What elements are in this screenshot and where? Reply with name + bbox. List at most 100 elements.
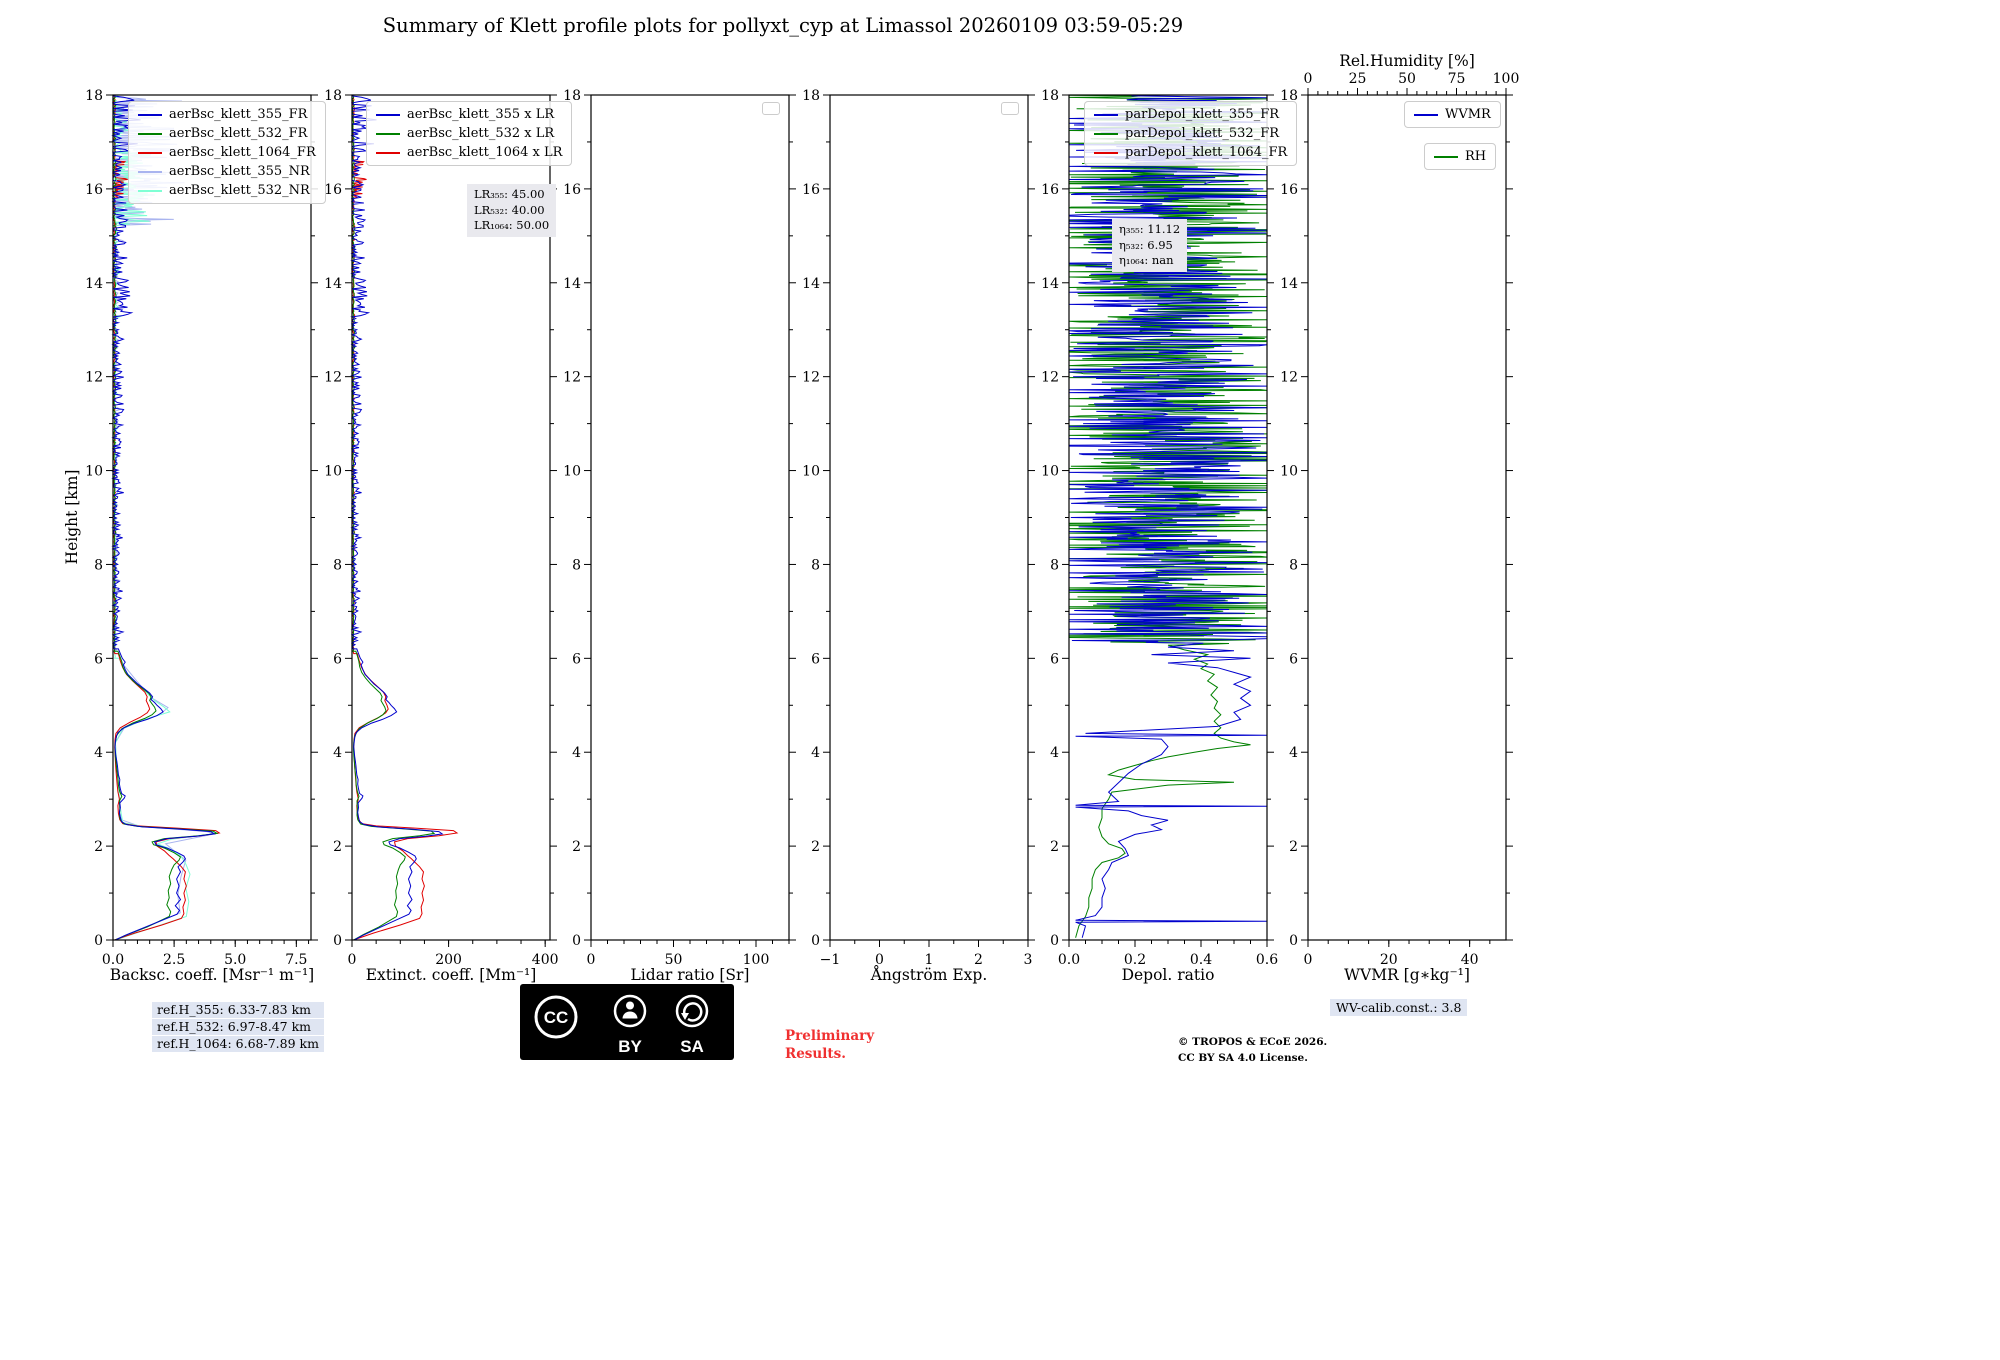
y-tick-label: 12 (85, 370, 103, 386)
top-tick-label: 50 (1398, 71, 1416, 87)
y-tick-label: 8 (572, 557, 581, 573)
preliminary-results-note: Preliminary Results. (785, 1027, 874, 1063)
x-tick-label: 200 (435, 952, 462, 968)
y-tick-label: 0 (333, 933, 342, 949)
annotation-line: Preliminary (785, 1028, 875, 1044)
y-tick-label: 16 (563, 182, 581, 198)
y-tick-label: 10 (1041, 464, 1059, 480)
y-tick-label: 4 (1289, 745, 1298, 761)
y-tick-label: 8 (94, 557, 103, 573)
y-tick-label: 2 (94, 839, 103, 855)
y-tick-label: 12 (563, 370, 581, 386)
x-tick-label: 7.5 (285, 952, 307, 968)
y-tick-label: 2 (572, 839, 581, 855)
axes-frame (590, 94, 790, 941)
legend-line-swatch (376, 132, 400, 135)
y-tick-label: 12 (1280, 370, 1298, 386)
y-tick-label: 16 (85, 182, 103, 198)
y-tick-label: 18 (324, 88, 342, 104)
x-tick-label: 0.4 (1190, 952, 1212, 968)
y-tick-label: 8 (1050, 557, 1059, 573)
annotation-line: © TROPOS & ECoE 2026. (1178, 1036, 1328, 1048)
x-tick-label: 40 (1461, 952, 1479, 968)
y-tick-label: 10 (563, 464, 581, 480)
y-tick-label: 2 (1289, 839, 1298, 855)
legend-label: parDepol_klett_355_FR (1125, 107, 1280, 122)
y-tick-label: 6 (333, 651, 342, 667)
legend-line-swatch (1094, 151, 1118, 154)
y-tick-label: 10 (324, 464, 342, 480)
y-tick-label: 18 (802, 88, 820, 104)
y-tick-label: 14 (802, 276, 820, 292)
annotation-line: ref.H_1064: 6.68-7.89 km (152, 1036, 324, 1052)
legend-extinction: aerBsc_klett_355 x LR aerBsc_klett_532 x … (366, 101, 573, 166)
legend-line-swatch (1414, 113, 1438, 116)
legend-entry: aerBsc_klett_355_NR (138, 164, 316, 179)
x-tick-label: 0.2 (1124, 952, 1146, 968)
x-tick-label: 1 (925, 952, 934, 968)
x-axis-label-lidar-ratio: Lidar ratio [Sr] (630, 966, 750, 984)
annotation-line: η₃₅₅: 11.12 (1119, 222, 1181, 236)
y-tick-label: 14 (563, 276, 581, 292)
y-tick-label: 4 (1050, 745, 1059, 761)
top-tick-label: 75 (1448, 71, 1466, 87)
y-tick-label: 4 (94, 745, 103, 761)
x-axis-label-angstroem: Ångström Exp. (870, 966, 988, 984)
legend-line-swatch (138, 170, 162, 173)
annotation-line: η₅₃₂: 6.95 (1119, 237, 1173, 252)
person-icon-body (622, 1011, 638, 1019)
legend-entry: aerBsc_klett_532_NR (138, 183, 316, 198)
y-tick-label: 0 (811, 933, 820, 949)
y-tick-label: 6 (572, 651, 581, 667)
x-tick-label: 0 (587, 952, 596, 968)
figure-title: Summary of Klett profile plots for polly… (382, 14, 1184, 37)
x-tick-label: 0 (348, 952, 357, 968)
copyright-note: © TROPOS & ECoE 2026. CC BY SA 4.0 Licens… (1178, 1035, 1327, 1067)
annotation-line: Results. (785, 1046, 846, 1063)
legend-label: aerBsc_klett_532 x LR (407, 126, 555, 141)
y-tick-label: 12 (802, 370, 820, 386)
y-tick-label: 14 (1280, 276, 1298, 292)
series-aerBsc_klett_355_x_LR (350, 95, 444, 941)
share-alike-icon (675, 994, 709, 1028)
y-tick-label: 18 (85, 88, 103, 104)
legend-line-swatch (376, 151, 400, 154)
x-tick-label: 0 (1304, 952, 1313, 968)
y-tick-label: 14 (1041, 276, 1059, 292)
lidar-ratio-annotation: LR₃₅₅: 45.00 LR₅₃₂: 40.00 LR₁₀₆₄: 50.00 (467, 184, 557, 237)
y-tick-label: 14 (85, 276, 103, 292)
y-axis-label: Height [km] (63, 469, 81, 565)
legend-label: parDepol_klett_1064_FR (1125, 145, 1288, 160)
y-tick-label: 10 (802, 464, 820, 480)
x-tick-label: 5.0 (224, 952, 246, 968)
panel-backscatter: 0 2 4 6 8 10 12 14 16 18 0.0 2.5 5.0 7.5 (85, 88, 318, 968)
top-tick-label: 100 (1493, 71, 1520, 87)
legend-label: RH (1465, 149, 1487, 164)
annotation-line: CC BY SA 4.0 License. (1178, 1051, 1308, 1064)
series-aerBsc_klett_532_NR (111, 94, 219, 941)
cc-icon-text: CC (544, 1008, 569, 1027)
annotation-line: LR₁₀₆₄: 50.00 (474, 218, 550, 233)
person-icon-head (626, 1001, 634, 1010)
legend-entry: aerBsc_klett_1064_FR (138, 145, 316, 160)
legend-label: aerBsc_klett_532_FR (169, 126, 308, 141)
legend-label: aerBsc_klett_355 x LR (407, 107, 555, 122)
legend-depol: parDepol_klett_355_FR parDepol_klett_532_… (1084, 101, 1298, 166)
x-tick-label: 0.6 (1256, 952, 1278, 968)
eta-annotation: η₃₅₅: 11.12 η₅₃₂: 6.95 η₁₀₆₄: nan (1112, 219, 1188, 272)
y-tick-label: 10 (85, 464, 103, 480)
y-tick-label: 6 (94, 651, 103, 667)
x-tick-label: 20 (1380, 952, 1398, 968)
y-tick-label: 2 (1050, 839, 1059, 855)
y-tick-label: 12 (324, 370, 342, 386)
legend-label: aerBsc_klett_1064 x LR (407, 145, 563, 160)
x-tick-label: −1 (820, 952, 841, 968)
y-tick-label: 6 (811, 651, 820, 667)
legend-label: parDepol_klett_532_FR (1125, 126, 1280, 141)
legend-entry: aerBsc_klett_355 x LR (376, 107, 562, 122)
cc-icon (534, 995, 578, 1039)
x-axis-label-backscatter: Backsc. coeff. [Msr⁻¹ m⁻¹] (109, 966, 315, 984)
legend-wvmr: WVMR (1404, 101, 1501, 128)
y-tick-label: 0 (94, 933, 103, 949)
legend-line-swatch (138, 151, 162, 154)
